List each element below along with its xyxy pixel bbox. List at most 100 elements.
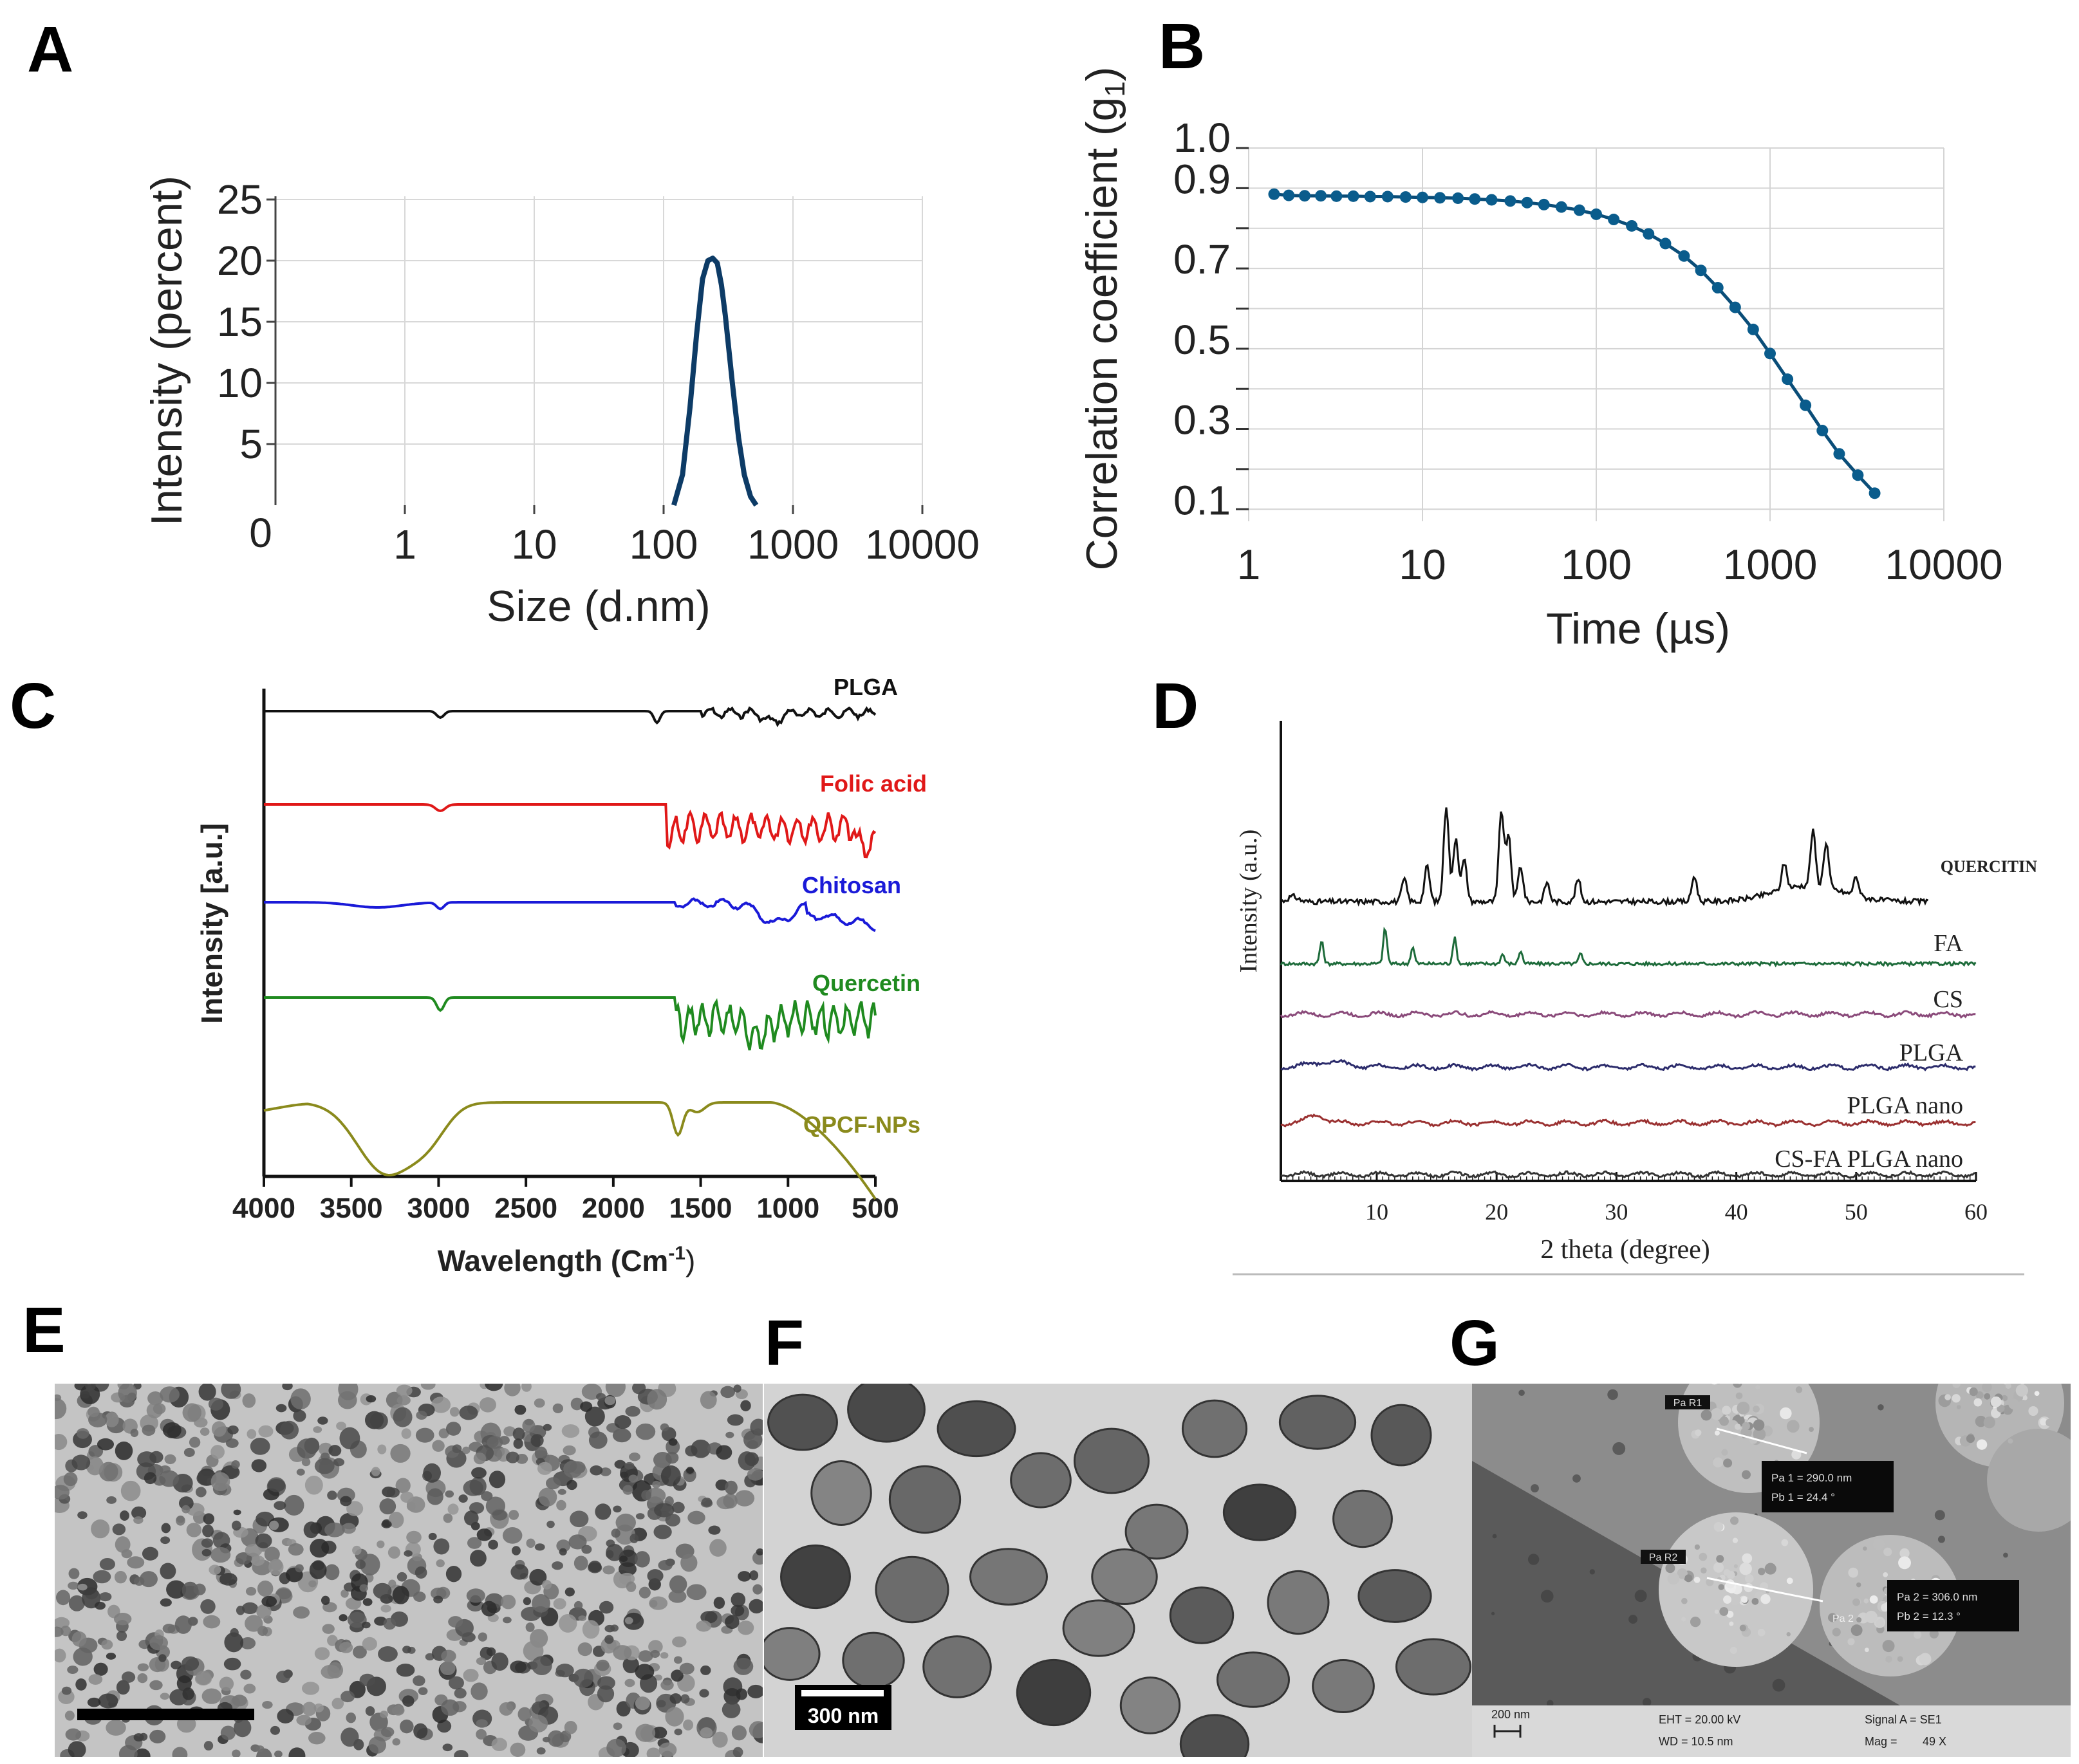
chart-d-x-tick: 20: [1485, 1199, 1508, 1225]
panel-label-f: F: [765, 1307, 805, 1379]
chart-d-series-label: CS: [1934, 986, 1963, 1013]
micrograph-e-scale-bar: [77, 1709, 254, 1720]
chart-a-grid: [275, 196, 923, 505]
chart-b-point: [1452, 192, 1464, 204]
chart-b-point: [1608, 214, 1620, 226]
chart-a-y-tick: 5: [239, 421, 263, 467]
chart-b-point: [1555, 201, 1567, 213]
chart-b-y-tick: 0.9: [1173, 156, 1231, 202]
chart-b-point: [1330, 190, 1343, 202]
chart-d-series-label: QUERCITIN: [1941, 857, 2037, 876]
chart-b-point: [1852, 469, 1864, 481]
chart-d: 10 20 30 40 50 60 QUERCITIN FA CS PLGA PLGA nano C…: [1233, 721, 2037, 1276]
chart-a-x-tick: 10: [511, 521, 557, 568]
chart-b-points: [1268, 188, 1881, 499]
chart-b-point: [1381, 190, 1394, 203]
chart-b-point: [1800, 399, 1812, 411]
micrograph-g-label-r2: Pa R2: [1649, 1552, 1678, 1563]
chart-a-series-line: [671, 255, 759, 507]
chart-b-series-line: [1274, 192, 1876, 495]
chart-b-y-tick: 1.0: [1173, 115, 1231, 161]
chart-c-x-tick: 1000: [756, 1193, 819, 1224]
chart-b-y-tick: 0.3: [1173, 397, 1231, 443]
chart-b-point: [1678, 250, 1690, 262]
chart-b-point: [1417, 191, 1428, 203]
chart-b-point: [1833, 448, 1845, 460]
chart-b-point: [1298, 190, 1310, 202]
chart-b-point: [1816, 425, 1829, 437]
chart-b-point: [1469, 193, 1481, 205]
chart-d-series-label: FA: [1934, 930, 1963, 957]
micrograph-g-label-pa2: Pa 2: [1832, 1613, 1854, 1624]
chart-b-point: [1268, 188, 1280, 200]
chart-b-grid: [1248, 147, 1944, 521]
chart-b-point: [1347, 190, 1359, 202]
chart-b-point: [1538, 198, 1550, 210]
chart-c-series-label: QPCF-NPs: [803, 1111, 920, 1138]
micrograph-g-scene: Pa R1 Pa R2 Pa 2 Pa 1 = 290.0 nm Pb 1 = …: [1472, 1384, 2071, 1757]
chart-b-x-tick: 10000: [1885, 541, 2003, 588]
micrograph-e: [55, 1384, 763, 1757]
micrograph-g-scale: 200 nm: [1491, 1708, 1530, 1721]
chart-c-series-line: [264, 897, 876, 933]
chart-a-y-tick: 15: [217, 299, 263, 345]
chart-d-series-labels: QUERCITIN FA CS PLGA PLGA nano CS-FA PLGA nan…: [1775, 857, 2037, 1173]
chart-b-point: [1711, 282, 1724, 294]
chart-a-xlabel: Size (d.nm): [487, 582, 711, 631]
chart-d-series-label: PLGA nano: [1847, 1092, 1964, 1119]
micrograph-f: 300 nm: [764, 1384, 1472, 1757]
chart-b-point: [1504, 195, 1516, 207]
chart-a-ylabel: Intensity (percent): [142, 176, 191, 526]
chart-d-series-line: [1280, 1059, 1976, 1072]
chart-a-y-zero: 0: [249, 510, 272, 556]
chart-c-series-line: [263, 1101, 877, 1200]
micrograph-f-scale-bar: [801, 1690, 884, 1696]
chart-b-x-tick: 10: [1399, 541, 1446, 588]
micrograph-g-footer-eht: EHT = 20.00 kV: [1659, 1713, 1740, 1726]
chart-b-y-ticks: 0.1 0.3 0.5 0.7 0.91.0: [1173, 115, 1231, 523]
chart-b-x-tick: 1000: [1723, 541, 1818, 588]
chart-b-point: [1695, 265, 1707, 277]
micrograph-g-box2-line2: Pb 2 = 12.3 °: [1897, 1610, 1961, 1622]
chart-b-point: [1364, 190, 1376, 203]
chart-d-series-line: [1280, 1010, 1976, 1019]
chart-c-series-line: [264, 803, 877, 859]
chart-c-x-tick: 1500: [669, 1193, 732, 1224]
micrograph-g-footer-mag: Mag =: [1865, 1735, 1897, 1748]
chart-a-x-tick: 1: [393, 521, 416, 568]
micrograph-f-scale-label: 300 nm: [808, 1704, 879, 1727]
chart-a-y-tick: 10: [217, 360, 263, 406]
chart-c-series-label: Folic acid: [820, 770, 927, 797]
chart-c-x-tick: 4000: [232, 1193, 295, 1224]
chart-b-point: [1729, 301, 1741, 313]
chart-b-point: [1764, 348, 1776, 360]
chart-c-x-tick: 3500: [320, 1193, 383, 1224]
micrograph-f-particles: 300 nm: [764, 1384, 1472, 1757]
chart-c-series-label: Quercetin: [812, 970, 920, 996]
panel-label-d: D: [1152, 670, 1199, 742]
chart-d-series-line: [1280, 927, 1977, 968]
panel-label-c: C: [10, 670, 57, 742]
chart-d-series: [1280, 807, 1977, 1180]
chart-b-point: [1434, 192, 1446, 204]
chart-a-y-tick: 25: [217, 176, 263, 223]
chart-b-y-tick: 0.5: [1173, 317, 1231, 363]
chart-d-x-tick: 50: [1845, 1199, 1868, 1225]
chart-b-xlabel: Time (µs): [1546, 604, 1730, 653]
micrograph-g-footer-signal: Signal A = SE1: [1865, 1713, 1942, 1726]
chart-a-y-ticks: 5 10 15 20 25: [217, 176, 263, 467]
chart-b-point: [1521, 196, 1533, 209]
chart-d-x-tick: 10: [1365, 1199, 1388, 1225]
panel-label-e: E: [23, 1294, 66, 1366]
chart-a-y-tick: 20: [217, 237, 263, 284]
chart-b-point: [1782, 373, 1794, 385]
chart-a-ticks: [266, 198, 924, 514]
chart-d-series-line: [1280, 807, 1928, 907]
chart-d-series-label: PLGA: [1899, 1039, 1964, 1066]
chart-c-series-label: PLGA: [834, 674, 898, 700]
micrograph-g-footer-mag-value: 49 X: [1923, 1735, 1946, 1748]
chart-a-x-tick: 100: [629, 521, 698, 568]
chart-c-xlabel: Wavelength (Cm-1): [438, 1243, 696, 1277]
chart-b-point: [1626, 219, 1638, 232]
